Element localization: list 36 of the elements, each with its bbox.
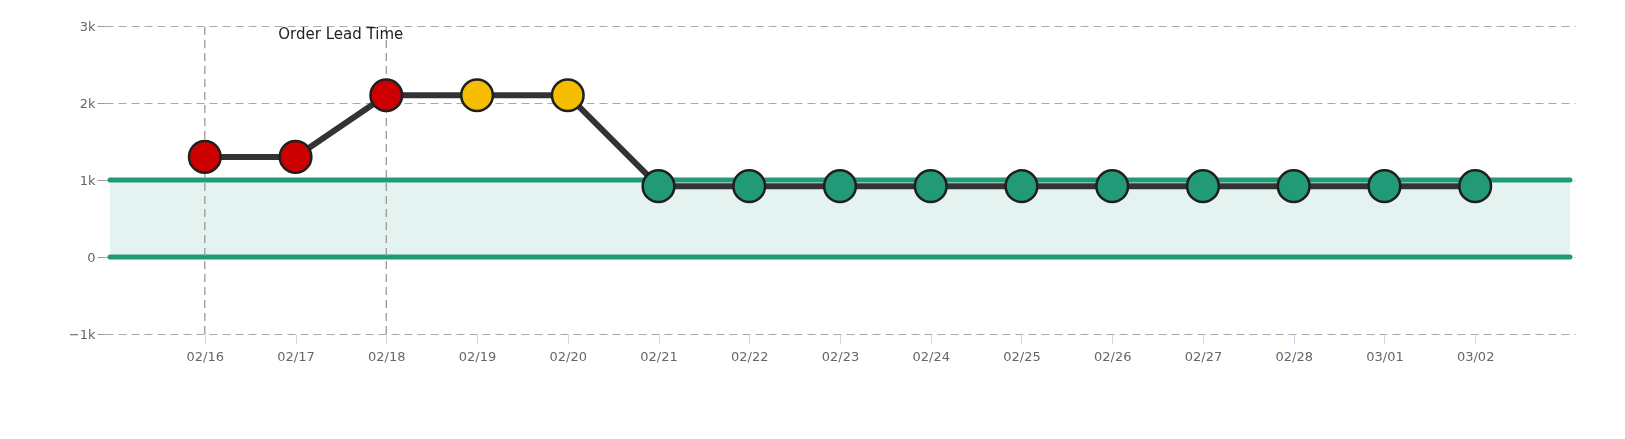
x-tick-label: 02/28: [1275, 348, 1313, 364]
point: [913, 169, 948, 204]
x-tick-label: 02/27: [1184, 348, 1223, 364]
point: [732, 169, 767, 204]
y-tick-label: 1k: [79, 172, 96, 188]
point: [459, 78, 495, 113]
y-tick-label: 0: [87, 249, 96, 265]
x-tick-label: 02/19: [458, 348, 497, 364]
point: [1095, 169, 1130, 204]
x-tick-label: 02/20: [549, 348, 588, 364]
x-tick-label: 02/22: [731, 348, 769, 364]
x-tick-label: 02/18: [368, 348, 406, 364]
x-tick-label: 02/16: [186, 348, 225, 364]
x-tick-label: 02/21: [640, 348, 678, 364]
x-tick-label: 03/01: [1366, 348, 1404, 364]
point: [1004, 169, 1039, 204]
point: [550, 78, 585, 113]
x-tick-label: 03/02: [1456, 348, 1495, 364]
point: [822, 169, 858, 204]
y-tick-label: 2k: [79, 95, 96, 111]
chart-title: Order Lead Time: [278, 25, 404, 43]
point: [369, 78, 404, 113]
x-tick-label: 02/17: [277, 348, 315, 364]
point: [641, 169, 676, 204]
point: [1458, 169, 1493, 204]
y-tick-label: −1k: [68, 326, 96, 342]
point: [1276, 169, 1311, 204]
x-tick-label: 02/25: [1003, 348, 1041, 364]
x-tick-label: 02/26: [1093, 348, 1132, 364]
y-tick-label: 3k: [79, 18, 96, 34]
x-tick-label: 02/23: [821, 348, 860, 364]
point: [187, 139, 222, 174]
point: [1185, 169, 1221, 204]
point: [1367, 169, 1402, 204]
point: [278, 139, 313, 174]
x-tick-label: 02/24: [912, 348, 950, 364]
